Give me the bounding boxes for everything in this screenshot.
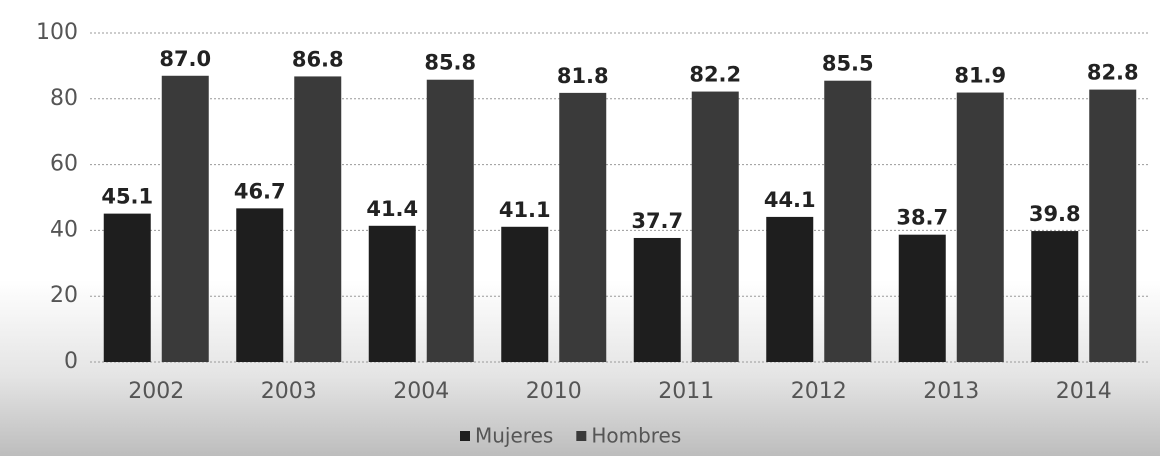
y-tick-label: 60 <box>50 152 78 177</box>
bar <box>161 75 209 363</box>
value-label: 44.1 <box>764 188 816 212</box>
bar <box>956 92 1004 362</box>
value-label: 85.8 <box>424 51 476 75</box>
legend-label: Mujeres <box>475 424 553 448</box>
bar <box>1089 89 1137 362</box>
value-label: 38.7 <box>896 206 948 230</box>
bar <box>633 237 681 362</box>
value-label: 81.9 <box>954 64 1006 88</box>
bar <box>294 76 342 362</box>
value-label: 82.8 <box>1087 61 1139 85</box>
legend-label: Hombres <box>591 424 681 448</box>
y-tick-label: 20 <box>50 283 78 308</box>
value-label: 41.4 <box>366 197 418 221</box>
value-label: 39.8 <box>1029 202 1081 226</box>
x-tick-label: 2011 <box>658 379 714 404</box>
bar <box>501 226 549 362</box>
x-tick-label: 2012 <box>791 379 847 404</box>
x-tick-label: 2010 <box>526 379 582 404</box>
x-tick-label: 2002 <box>128 379 184 404</box>
value-label: 45.1 <box>101 185 153 209</box>
bar <box>766 216 814 362</box>
bar <box>103 213 151 362</box>
bar <box>236 208 284 362</box>
x-tick-label: 2004 <box>393 379 449 404</box>
bar <box>368 225 416 362</box>
bar <box>824 80 872 362</box>
y-tick-label: 0 <box>64 349 78 374</box>
y-tick-label: 40 <box>50 217 78 242</box>
value-label: 85.5 <box>822 52 874 76</box>
y-tick-label: 80 <box>50 86 78 111</box>
bar <box>1031 231 1079 362</box>
legend-swatch <box>576 431 587 441</box>
value-label: 81.8 <box>557 64 609 88</box>
bar <box>426 79 474 362</box>
value-label: 86.8 <box>292 47 344 71</box>
x-tick-label: 2013 <box>923 379 979 404</box>
bar <box>559 92 607 363</box>
value-label: 82.2 <box>689 63 741 87</box>
value-label: 46.7 <box>234 179 286 203</box>
bar <box>691 91 739 362</box>
x-tick-label: 2003 <box>261 379 317 404</box>
value-label: 87.0 <box>159 47 211 71</box>
x-tick-label: 2014 <box>1056 379 1112 404</box>
y-tick-label: 100 <box>36 20 78 45</box>
bar <box>898 234 946 362</box>
value-label: 37.7 <box>631 209 683 233</box>
legend-swatch <box>460 431 470 441</box>
value-label: 41.1 <box>499 198 551 222</box>
